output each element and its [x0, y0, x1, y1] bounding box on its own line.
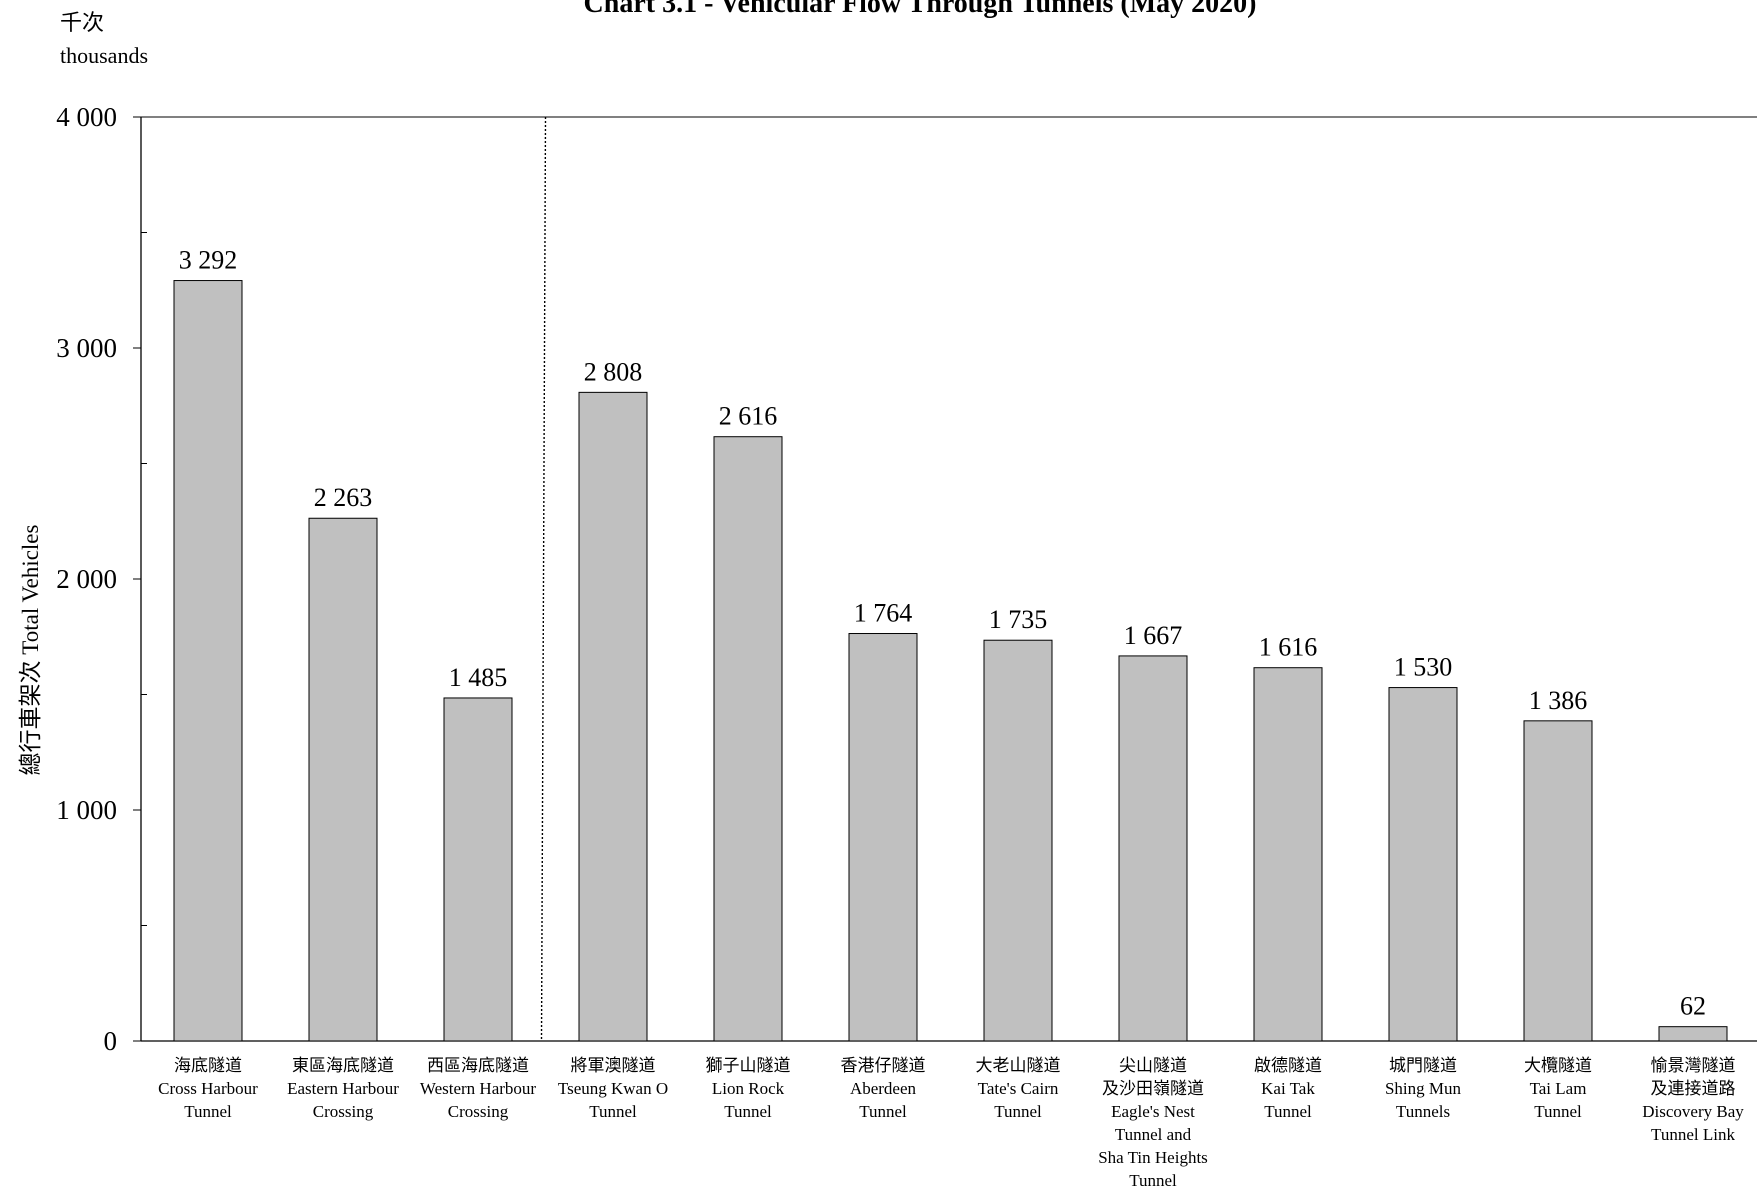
y-tick-label: 3 000 [56, 333, 117, 363]
data-label: 2 263 [314, 483, 373, 512]
bar [443, 697, 513, 1042]
x-tick-label: Tunnel [994, 1102, 1042, 1121]
data-label: 1 735 [989, 605, 1048, 634]
data-label: 1 485 [449, 663, 508, 692]
x-tick-label: Crossing [448, 1102, 509, 1121]
data-label: 1 616 [1259, 633, 1318, 662]
bar [1388, 687, 1458, 1042]
x-tick-label: Tate's Cairn [978, 1079, 1059, 1098]
x-tick-label: 尖山隧道 [1119, 1056, 1187, 1075]
x-tick-label: Eastern Harbour [287, 1079, 399, 1098]
x-tick-label: Cross Harbour [158, 1079, 258, 1098]
data-label: 1 386 [1529, 686, 1588, 715]
bar [1253, 667, 1323, 1042]
x-tick-label: Kai Tak [1261, 1079, 1315, 1098]
x-tick-label: 城門隧道 [1389, 1056, 1457, 1075]
bar [983, 639, 1053, 1042]
x-tick-label: Shing Mun [1385, 1079, 1462, 1098]
y-tick-label: 0 [104, 1026, 118, 1056]
x-tick-label: 啟德隧道 [1254, 1056, 1322, 1075]
y-tick-label: 4 000 [56, 102, 117, 132]
bar [848, 633, 918, 1042]
x-tick-label: Tunnel [1129, 1171, 1177, 1187]
data-label: 1 667 [1124, 621, 1183, 650]
x-tick-label: 將軍澳隧道 [571, 1056, 656, 1075]
x-tick-label: Aberdeen [850, 1079, 917, 1098]
x-tick-label: Tunnels [1396, 1102, 1450, 1121]
bar [1523, 720, 1593, 1042]
bar [308, 517, 378, 1042]
x-tick-label: Discovery Bay [1642, 1102, 1744, 1121]
x-tick-label: 及沙田嶺隧道 [1102, 1079, 1204, 1098]
data-label: 1 764 [854, 599, 913, 628]
group-separator [540, 116, 547, 1042]
x-tick-label: Tunnel and [1115, 1125, 1192, 1144]
data-label: 2 616 [719, 402, 778, 431]
x-tick-label: 愉景灣隧道 [1651, 1056, 1736, 1075]
bars [173, 280, 1728, 1042]
x-tick-label: Tseung Kwan O [558, 1079, 668, 1098]
x-tick-label: Western Harbour [420, 1079, 537, 1098]
x-tick-label: 西區海底隧道 [427, 1056, 529, 1075]
x-tick-label: Tunnel [1264, 1102, 1312, 1121]
x-tick-label: 東區海底隧道 [292, 1056, 394, 1075]
x-tick-label: Tunnel [1534, 1102, 1582, 1121]
x-tick-label: 香港仔隧道 [841, 1056, 926, 1075]
bar [1118, 655, 1188, 1042]
y-axis-title: 總行車架次 Total Vehicles [18, 524, 43, 775]
x-tick-label: Eagle's Nest [1111, 1102, 1195, 1121]
x-tick-label: 大老山隧道 [976, 1056, 1061, 1075]
y-tick-label: 1 000 [56, 795, 117, 825]
data-label: 1 530 [1394, 653, 1453, 682]
bar [173, 280, 243, 1042]
x-tick-label: 獅子山隧道 [706, 1056, 791, 1075]
x-tick-label: 海底隧道 [174, 1056, 242, 1075]
unit-label-en: thousands [60, 43, 148, 68]
x-tick-label: 大欖隧道 [1524, 1056, 1592, 1075]
x-tick-label: 及連接道路 [1651, 1079, 1736, 1098]
unit-label-zh: 千次 [60, 10, 104, 35]
x-tick-label: Tai Lam [1530, 1079, 1587, 1098]
data-label: 3 292 [179, 246, 238, 275]
data-label: 62 [1680, 992, 1706, 1021]
x-tick-label: Lion Rock [712, 1079, 785, 1098]
axes: 0 1 000 2 000 3 000 4 000 [56, 102, 1757, 1056]
x-tick-label: Tunnel [184, 1102, 232, 1121]
x-tick-label: Sha Tin Heights [1098, 1148, 1208, 1167]
labels: 3 292 海底隧道 Cross Harbour Tunnel 2 263 東區海底隧道 E… [158, 246, 1744, 1187]
chart-title: Chart 3.1 - Vehicular Flow Through Tunne… [584, 0, 1257, 19]
data-label: 2 808 [584, 357, 643, 386]
x-tick-label: Tunnel [859, 1102, 907, 1121]
x-tick-label: Tunnel [589, 1102, 637, 1121]
bar [578, 391, 648, 1042]
x-tick-label: Tunnel [724, 1102, 772, 1121]
x-tick-label: Tunnel Link [1651, 1125, 1735, 1144]
y-tick-label: 2 000 [56, 564, 117, 594]
bar [1658, 1026, 1728, 1042]
x-tick-label: Crossing [313, 1102, 374, 1121]
bar [713, 436, 783, 1042]
